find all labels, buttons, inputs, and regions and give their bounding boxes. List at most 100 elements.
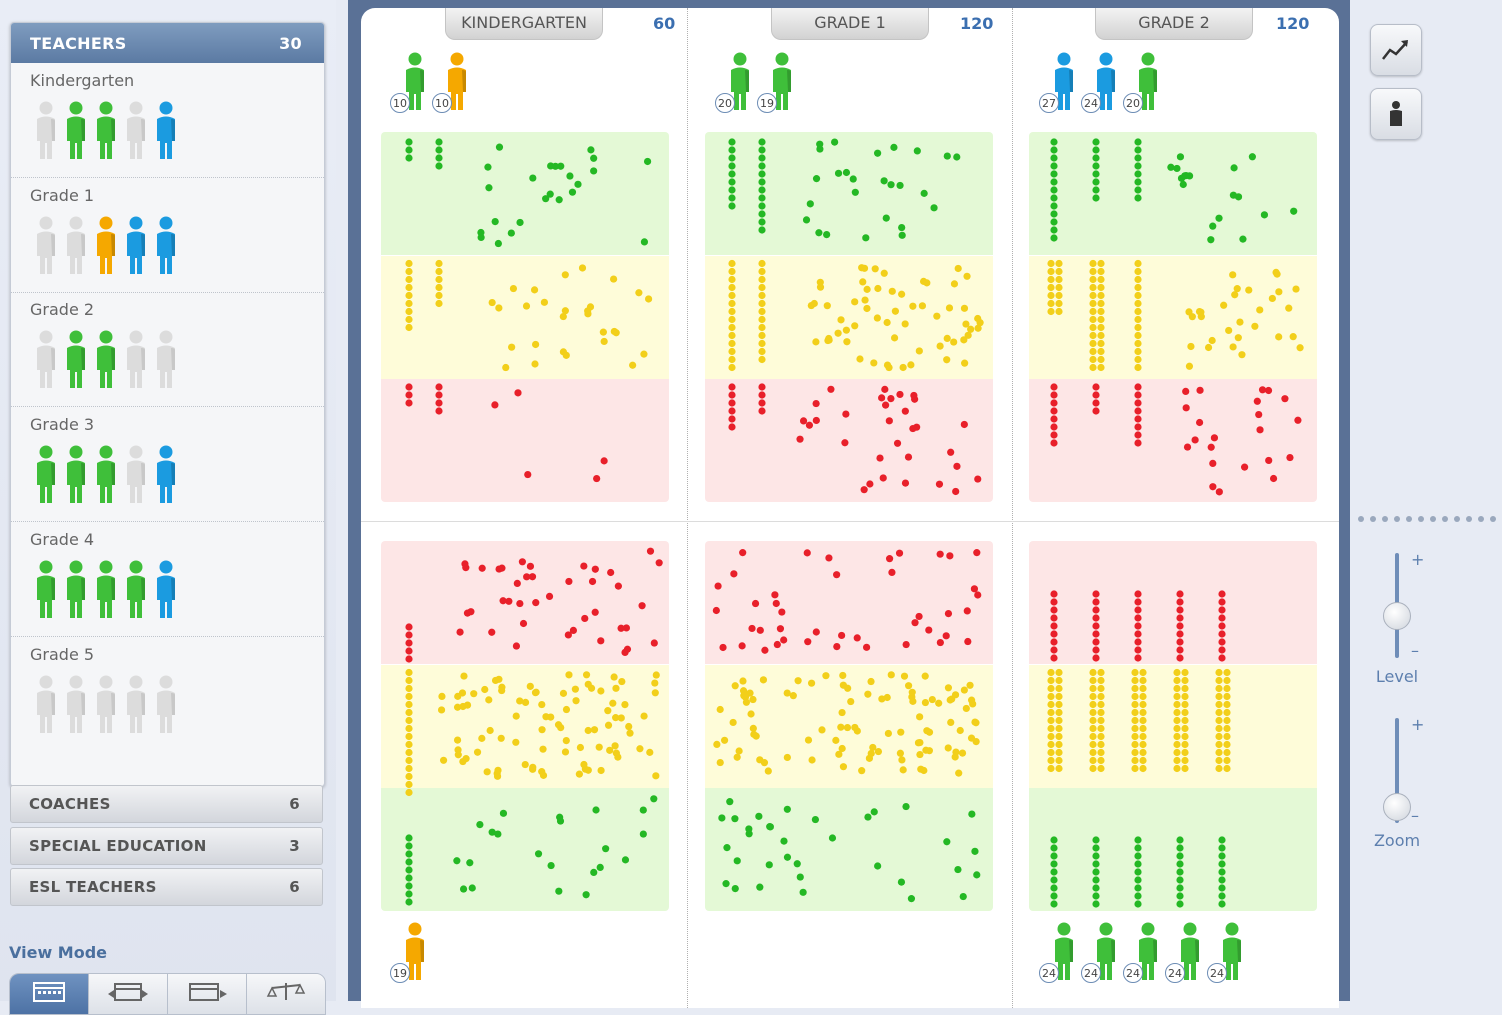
student-dot	[597, 687, 605, 695]
view-mode-calendar-forward-tab[interactable]	[168, 974, 247, 1014]
trend-button[interactable]	[1370, 24, 1422, 76]
student-dot	[851, 723, 859, 732]
grade-block[interactable]: Grade 4	[11, 522, 324, 637]
gray-teacher-icon[interactable]	[125, 675, 147, 735]
tab-grade-1[interactable]: GRADE 1	[771, 8, 929, 40]
blue-teacher-icon[interactable]	[155, 101, 177, 161]
student-dot	[640, 238, 649, 246]
teacher-figure[interactable]: 24	[1081, 52, 1124, 113]
green-teacher-icon[interactable]	[65, 445, 87, 505]
teacher-figure[interactable]: 27	[1039, 52, 1082, 113]
student-dot	[916, 750, 924, 759]
green-teacher-icon[interactable]	[125, 560, 147, 620]
blue-teacher-icon[interactable]	[155, 445, 177, 505]
gray-teacher-icon[interactable]	[35, 216, 57, 276]
student-dot	[1050, 431, 1058, 439]
student-dot	[1050, 606, 1058, 614]
student-cluster[interactable]	[1029, 541, 1317, 911]
grade-label: Grade 4	[30, 529, 95, 549]
student-dot	[864, 690, 872, 698]
gray-teacher-icon[interactable]	[125, 445, 147, 505]
orange-teacher-icon[interactable]	[95, 216, 117, 276]
gray-teacher-icon[interactable]	[95, 675, 117, 735]
grade-2-count: 120	[1276, 14, 1310, 33]
student-dot	[584, 766, 592, 774]
student-dot	[556, 813, 564, 821]
teacher-figure[interactable]: 24	[1123, 922, 1166, 983]
level-slider-thumb[interactable]	[1383, 602, 1411, 630]
teacher-figure[interactable]: 20	[1123, 52, 1166, 113]
teacher-figure[interactable]: 19	[757, 52, 800, 113]
green-teacher-icon[interactable]	[95, 560, 117, 620]
green-teacher-icon[interactable]	[95, 330, 117, 390]
gray-teacher-icon[interactable]	[125, 101, 147, 161]
student-dot	[722, 880, 730, 888]
student-dot	[1092, 852, 1100, 860]
sidebar: TEACHERS 30 Kindergarten Grade 1 Grade 2 Gr…	[0, 0, 336, 1015]
esl-teachers-category[interactable]: ESL TEACHERS 6	[10, 868, 323, 906]
student-dot	[405, 874, 413, 882]
teacher-figure[interactable]: 24	[1207, 922, 1250, 983]
blue-teacher-icon[interactable]	[125, 216, 147, 276]
student-dot	[869, 743, 877, 752]
student-cluster[interactable]	[1029, 132, 1317, 502]
teacher-figure[interactable]: 24	[1081, 922, 1124, 983]
student-dot	[758, 138, 766, 146]
kindergarten-count: 60	[653, 14, 676, 33]
gray-teacher-icon[interactable]	[35, 101, 57, 161]
green-teacher-icon[interactable]	[35, 560, 57, 620]
teacher-figure[interactable]: 24	[1039, 922, 1082, 983]
grade-block[interactable]: Grade 1	[11, 178, 324, 293]
student-cluster[interactable]	[705, 541, 993, 911]
special-education-category[interactable]: SPECIAL EDUCATION 3	[10, 827, 323, 865]
green-teacher-icon[interactable]	[65, 560, 87, 620]
green-teacher-icon[interactable]	[35, 445, 57, 505]
student-cluster[interactable]	[381, 541, 669, 911]
teacher-figure[interactable]: 20	[715, 52, 758, 113]
teacher-figure[interactable]: 10	[432, 52, 475, 113]
student-dot	[1089, 347, 1097, 356]
gray-teacher-icon[interactable]	[35, 675, 57, 735]
blue-teacher-icon[interactable]	[155, 216, 177, 276]
student-dot	[974, 314, 982, 323]
teacher-figure[interactable]: 24	[1165, 922, 1208, 983]
grade-block[interactable]: Grade 2	[11, 292, 324, 408]
tab-grade-2[interactable]: GRADE 2	[1095, 8, 1253, 40]
teacher-figure[interactable]: 10	[390, 52, 433, 113]
student-dot	[804, 638, 812, 646]
view-mode-calendar-arrows-tab[interactable]	[89, 974, 168, 1014]
grade-block[interactable]: Grade 3	[11, 407, 324, 523]
student-dot	[1047, 724, 1055, 733]
blue-teacher-icon[interactable]	[155, 560, 177, 620]
gray-teacher-icon[interactable]	[65, 216, 87, 276]
student-dot	[1139, 684, 1147, 693]
student-cluster[interactable]	[381, 132, 669, 502]
student-cluster[interactable]	[705, 132, 993, 502]
teacher-figure[interactable]: 19	[390, 922, 433, 983]
grade-block[interactable]: Grade 5	[11, 637, 324, 751]
zoom-slider[interactable]	[1395, 718, 1399, 823]
view-mode-calendar-tab[interactable]	[10, 974, 89, 1014]
student-dot	[1092, 407, 1100, 415]
gray-teacher-icon[interactable]	[125, 330, 147, 390]
view-mode-balance-tab[interactable]	[247, 974, 325, 1014]
green-teacher-icon[interactable]	[95, 445, 117, 505]
zoom-slider-thumb[interactable]	[1383, 793, 1411, 822]
green-teacher-icon[interactable]	[65, 101, 87, 161]
green-teacher-icon[interactable]	[65, 330, 87, 390]
student-dot	[580, 760, 588, 769]
student-dot	[771, 591, 779, 599]
grade-label: Grade 3	[30, 415, 95, 435]
green-teacher-icon[interactable]	[95, 101, 117, 161]
green-performance-band	[381, 132, 669, 255]
teachers-header[interactable]: TEACHERS 30	[11, 23, 324, 63]
person-button[interactable]	[1370, 88, 1422, 140]
grade-block[interactable]: Kindergarten	[11, 63, 324, 178]
coaches-category[interactable]: COACHES 6	[10, 785, 323, 823]
gray-teacher-icon[interactable]	[65, 675, 87, 735]
gray-teacher-icon[interactable]	[35, 330, 57, 390]
gray-teacher-icon[interactable]	[155, 330, 177, 390]
tab-kindergarten[interactable]: KINDERGARTEN	[445, 8, 603, 40]
student-dot	[920, 189, 928, 197]
gray-teacher-icon[interactable]	[155, 675, 177, 735]
